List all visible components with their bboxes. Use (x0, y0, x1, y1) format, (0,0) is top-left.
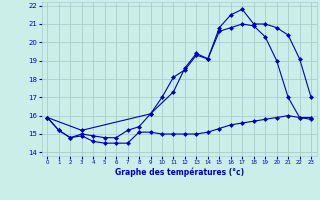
X-axis label: Graphe des températures (°c): Graphe des températures (°c) (115, 168, 244, 177)
